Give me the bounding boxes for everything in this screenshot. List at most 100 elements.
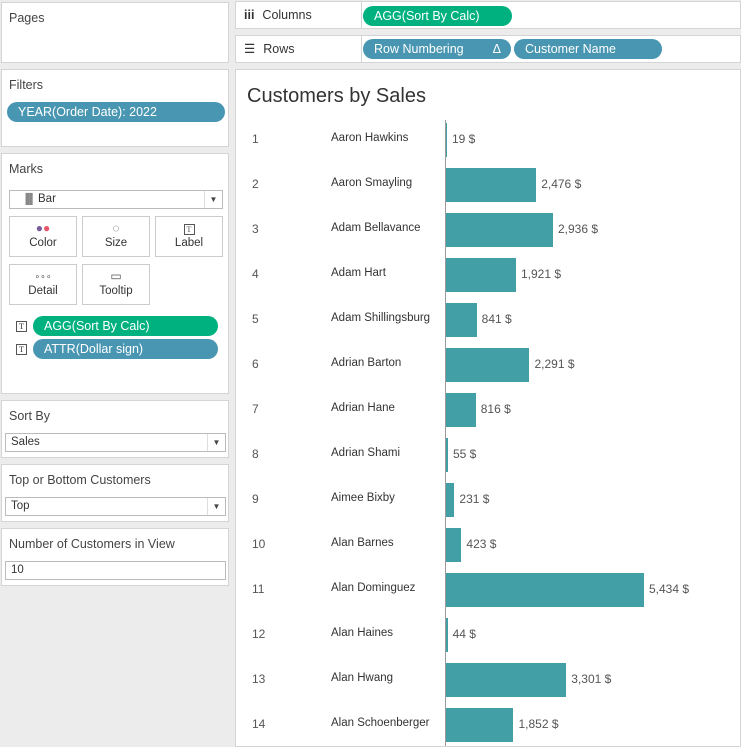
table-row: 13 Alan Hwang 3,301 $ bbox=[236, 658, 740, 703]
sort-by-dropdown[interactable]: Sales ▼ bbox=[5, 433, 226, 452]
num-customers-title: Number of Customers in View bbox=[9, 537, 175, 551]
columns-shelf[interactable]: iii Columns AGG(Sort By Calc) bbox=[235, 1, 741, 29]
sales-bar[interactable] bbox=[446, 663, 567, 697]
customer-name[interactable]: Aaron Hawkins bbox=[331, 132, 409, 144]
table-row: 5 Adam Shillingsburg 841 $ bbox=[236, 298, 740, 343]
sales-bar[interactable] bbox=[446, 348, 530, 382]
chevron-down-icon: ▼ bbox=[207, 498, 225, 515]
customer-name[interactable]: Alan Dominguez bbox=[331, 582, 416, 594]
sales-bar[interactable] bbox=[446, 168, 537, 202]
detail-button[interactable]: ∘∘∘ Detail bbox=[9, 264, 77, 305]
customer-name[interactable]: Alan Schoenberger bbox=[331, 717, 430, 729]
row-number: 3 bbox=[252, 222, 259, 236]
num-customers-input[interactable]: 10 bbox=[5, 561, 226, 580]
top-bottom-dropdown[interactable]: Top ▼ bbox=[5, 497, 226, 516]
sales-bar[interactable] bbox=[446, 573, 644, 607]
tooltip-icon: ▭ bbox=[110, 269, 122, 283]
customer-name[interactable]: Adam Bellavance bbox=[331, 222, 421, 234]
sales-bar[interactable] bbox=[446, 303, 477, 337]
customer-name[interactable]: Alan Haines bbox=[331, 627, 394, 639]
label-button[interactable]: T Label bbox=[155, 216, 223, 257]
rows-pill-customer-name[interactable]: Customer Name bbox=[514, 39, 662, 59]
rows-label: ☰ Rows bbox=[236, 36, 362, 62]
row-number: 1 bbox=[252, 132, 259, 146]
sales-bar[interactable] bbox=[446, 393, 476, 427]
sort-by-value: Sales bbox=[11, 436, 40, 448]
tooltip-button[interactable]: ▭ Tooltip bbox=[82, 264, 150, 305]
sales-bar[interactable] bbox=[446, 708, 514, 742]
table-row: 11 Alan Dominguez 5,434 $ bbox=[236, 568, 740, 613]
table-row: 1 Aaron Hawkins 19 $ bbox=[236, 118, 740, 163]
bar-value-label: 19 $ bbox=[452, 132, 476, 146]
bar-value-label: 55 $ bbox=[453, 447, 477, 461]
customer-name[interactable]: Alan Hwang bbox=[331, 672, 394, 684]
sales-bar[interactable] bbox=[446, 528, 462, 562]
sales-bar[interactable] bbox=[446, 438, 448, 472]
columns-pill-sort-by-calc[interactable]: AGG(Sort By Calc) bbox=[363, 6, 512, 26]
marks-title: Marks bbox=[9, 162, 44, 176]
text-icon: T bbox=[16, 344, 27, 355]
filters-shelf[interactable]: Filters YEAR(Order Date): 2022 bbox=[1, 69, 229, 147]
filters-title: Filters bbox=[9, 78, 44, 92]
row-number: 4 bbox=[252, 267, 259, 281]
size-button[interactable]: ◌ Size bbox=[82, 216, 150, 257]
rows-text: Rows bbox=[263, 42, 295, 56]
color-icon: ●● bbox=[35, 221, 51, 235]
columns-label: iii Columns bbox=[236, 2, 362, 28]
rows-pill-row-numbering[interactable]: Row Numbering Δ bbox=[363, 39, 511, 59]
bar-value-label: 44 $ bbox=[452, 627, 476, 641]
color-button[interactable]: ●● Color bbox=[9, 216, 77, 257]
color-label: Color bbox=[29, 237, 57, 249]
bar-value-label: 3,301 $ bbox=[571, 672, 612, 686]
customer-name[interactable]: Adam Shillingsburg bbox=[331, 312, 431, 324]
zero-axis-line bbox=[445, 120, 446, 746]
sales-bar[interactable] bbox=[446, 213, 553, 247]
bar-value-label: 231 $ bbox=[459, 492, 490, 506]
sales-bar[interactable] bbox=[446, 123, 447, 157]
table-row: 7 Adrian Hane 816 $ bbox=[236, 388, 740, 433]
sales-bar[interactable] bbox=[446, 618, 448, 652]
customer-name[interactable]: Alan Barnes bbox=[331, 537, 394, 549]
marks-card: Marks ▐▌ Bar ▼ ●● Color ◌ Size T Label ∘∘∘ D… bbox=[1, 153, 229, 394]
marks-pill-dollar-sign[interactable]: ATTR(Dollar sign) bbox=[33, 339, 218, 359]
row-number: 6 bbox=[252, 357, 259, 371]
chevron-down-icon: ▼ bbox=[207, 434, 225, 451]
sales-bar[interactable] bbox=[446, 483, 455, 517]
table-row: 6 Adrian Barton 2,291 $ bbox=[236, 343, 740, 388]
view-title: Customers by Sales bbox=[247, 85, 426, 107]
row-number: 8 bbox=[252, 447, 259, 461]
sales-bar[interactable] bbox=[446, 258, 516, 292]
customer-name[interactable]: Adrian Hane bbox=[331, 402, 395, 414]
row-number: 13 bbox=[252, 672, 266, 686]
customer-name[interactable]: Adam Hart bbox=[331, 267, 386, 279]
bar-value-label: 423 $ bbox=[466, 537, 497, 551]
rows-shelf[interactable]: ☰ Rows Row Numbering Δ Customer Name bbox=[235, 35, 741, 63]
customer-name[interactable]: Adrian Shami bbox=[331, 447, 401, 459]
mark-type-dropdown[interactable]: ▐▌ Bar ▼ bbox=[9, 190, 223, 209]
detail-label: Detail bbox=[28, 285, 58, 297]
pages-shelf[interactable]: Pages bbox=[1, 2, 229, 63]
pages-title: Pages bbox=[9, 11, 45, 25]
bar-value-label: 5,434 $ bbox=[649, 582, 690, 596]
row-number: 12 bbox=[252, 627, 266, 641]
row-number: 9 bbox=[252, 492, 259, 506]
table-row: 10 Alan Barnes 423 $ bbox=[236, 523, 740, 568]
chevron-down-icon: ▼ bbox=[204, 191, 222, 208]
mark-type-value: Bar bbox=[38, 193, 56, 205]
customer-name[interactable]: Aimee Bixby bbox=[331, 492, 395, 504]
tooltip-label: Tooltip bbox=[99, 285, 133, 297]
filter-pill-year[interactable]: YEAR(Order Date): 2022 bbox=[7, 102, 225, 122]
customer-name[interactable]: Aaron Smayling bbox=[331, 177, 413, 189]
marks-pill-sort-by-calc[interactable]: AGG(Sort By Calc) bbox=[33, 316, 218, 336]
bar-value-label: 2,476 $ bbox=[541, 177, 582, 191]
row-number: 7 bbox=[252, 402, 259, 416]
bar-value-label: 2,291 $ bbox=[534, 357, 575, 371]
sort-by-title: Sort By bbox=[9, 409, 50, 423]
top-bottom-value: Top bbox=[11, 500, 30, 512]
customer-name[interactable]: Adrian Barton bbox=[331, 357, 402, 369]
delta-icon: Δ bbox=[492, 42, 501, 56]
row-number: 14 bbox=[252, 717, 266, 731]
table-row: 12 Alan Haines 44 $ bbox=[236, 613, 740, 658]
columns-text: Columns bbox=[262, 8, 312, 22]
text-icon: T bbox=[16, 321, 27, 332]
